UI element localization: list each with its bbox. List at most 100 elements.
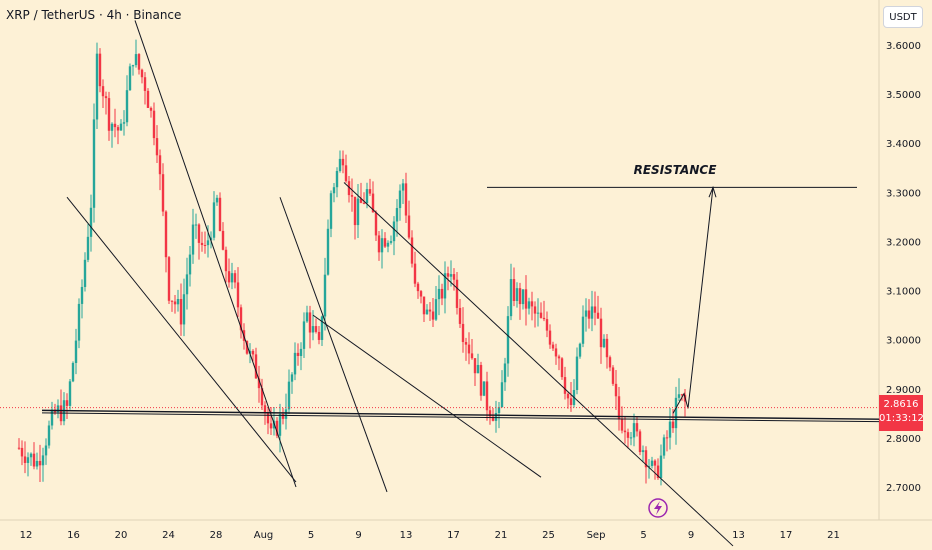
candle-body[interactable]: [512, 279, 516, 301]
candle-body[interactable]: [470, 353, 474, 359]
candle-body[interactable]: [17, 447, 21, 449]
currency-button[interactable]: USDT: [883, 6, 923, 28]
candle-body[interactable]: [488, 410, 492, 417]
candle-body[interactable]: [215, 197, 219, 203]
candle-body[interactable]: [596, 312, 600, 319]
candle-body[interactable]: [362, 202, 366, 204]
candle-body[interactable]: [341, 158, 345, 166]
candle-body[interactable]: [134, 54, 138, 66]
candle-body[interactable]: [440, 288, 444, 299]
candle-body[interactable]: [128, 66, 132, 91]
candle-body[interactable]: [587, 310, 591, 319]
candle-body[interactable]: [569, 398, 573, 405]
candle-body[interactable]: [80, 286, 84, 304]
candle-body[interactable]: [521, 289, 525, 305]
candle-body[interactable]: [404, 183, 408, 216]
candle-body[interactable]: [437, 288, 441, 300]
candle-body[interactable]: [401, 183, 405, 191]
candle-body[interactable]: [653, 460, 657, 466]
candle-body[interactable]: [353, 196, 357, 226]
candle-body[interactable]: [245, 340, 249, 354]
candle-body[interactable]: [626, 432, 630, 438]
candle-body[interactable]: [641, 450, 645, 453]
candle-body[interactable]: [38, 460, 42, 466]
candle-body[interactable]: [314, 326, 318, 332]
candle-body[interactable]: [224, 249, 228, 272]
candle-body[interactable]: [260, 388, 264, 406]
candle-body[interactable]: [185, 274, 189, 295]
candle-body[interactable]: [365, 189, 369, 204]
candle-body[interactable]: [617, 396, 621, 419]
candle-body[interactable]: [137, 54, 141, 70]
candle-body[interactable]: [113, 123, 117, 128]
candle-body[interactable]: [335, 170, 339, 188]
candle-body[interactable]: [74, 340, 78, 363]
candle-body[interactable]: [629, 437, 633, 439]
candle-body[interactable]: [590, 306, 594, 319]
candle-body[interactable]: [551, 344, 555, 349]
candle-body[interactable]: [392, 221, 396, 242]
candle-body[interactable]: [638, 431, 642, 453]
candle-body[interactable]: [407, 215, 411, 238]
candle-body[interactable]: [311, 326, 315, 333]
candle-body[interactable]: [680, 394, 684, 396]
candle-body[interactable]: [131, 65, 135, 67]
candle-body[interactable]: [614, 383, 618, 397]
candle-body[interactable]: [383, 238, 387, 247]
candle-body[interactable]: [380, 238, 384, 253]
candle-body[interactable]: [623, 430, 627, 433]
candle-body[interactable]: [155, 138, 159, 156]
trend-channel-3-lower[interactable]: [312, 314, 542, 478]
candle-body[interactable]: [608, 357, 612, 368]
candle-body[interactable]: [395, 208, 399, 222]
candle-body[interactable]: [284, 409, 288, 419]
candle-body[interactable]: [32, 453, 36, 467]
candle-body[interactable]: [359, 198, 363, 203]
candle-body[interactable]: [575, 356, 579, 390]
candle-body[interactable]: [560, 358, 564, 378]
candle-body[interactable]: [35, 460, 39, 467]
candle-body[interactable]: [386, 242, 390, 247]
candle-body[interactable]: [317, 331, 321, 340]
candle-body[interactable]: [110, 123, 114, 131]
candle-body[interactable]: [566, 393, 570, 399]
candle-body[interactable]: [68, 381, 72, 406]
candle-body[interactable]: [389, 241, 393, 243]
candle-body[interactable]: [98, 53, 102, 87]
candle-body[interactable]: [161, 174, 165, 212]
candle-body[interactable]: [158, 155, 162, 175]
candle-body[interactable]: [50, 409, 54, 426]
candle-body[interactable]: [86, 236, 90, 260]
candle-body[interactable]: [509, 279, 513, 317]
candle-body[interactable]: [482, 381, 486, 396]
candle-body[interactable]: [41, 455, 45, 466]
lightning-icon[interactable]: [648, 498, 668, 518]
candle-body[interactable]: [431, 311, 435, 320]
candle-body[interactable]: [605, 338, 609, 358]
candle-body[interactable]: [656, 465, 660, 478]
candle-body[interactable]: [581, 316, 585, 344]
candle-body[interactable]: [299, 348, 303, 356]
candle-body[interactable]: [647, 465, 651, 468]
candle-body[interactable]: [344, 165, 348, 182]
candle-body[interactable]: [593, 306, 597, 313]
candle-body[interactable]: [662, 437, 666, 456]
candle-body[interactable]: [116, 127, 120, 131]
candle-body[interactable]: [473, 358, 477, 374]
candle-body[interactable]: [455, 279, 459, 308]
candle-body[interactable]: [236, 282, 240, 308]
candle-body[interactable]: [443, 273, 447, 299]
candle-body[interactable]: [323, 274, 327, 317]
candle-body[interactable]: [266, 412, 270, 424]
candle-body[interactable]: [65, 400, 69, 406]
candle-body[interactable]: [599, 318, 603, 348]
candle-body[interactable]: [203, 245, 207, 247]
candle-body[interactable]: [413, 263, 417, 284]
candle-body[interactable]: [434, 299, 438, 320]
candle-body[interactable]: [350, 195, 354, 197]
candle-body[interactable]: [194, 224, 198, 226]
candle-body[interactable]: [152, 110, 156, 139]
symbol-title[interactable]: XRP / TetherUS · 4h · Binance: [6, 8, 182, 22]
candle-body[interactable]: [497, 407, 501, 413]
candle-body[interactable]: [422, 296, 426, 315]
